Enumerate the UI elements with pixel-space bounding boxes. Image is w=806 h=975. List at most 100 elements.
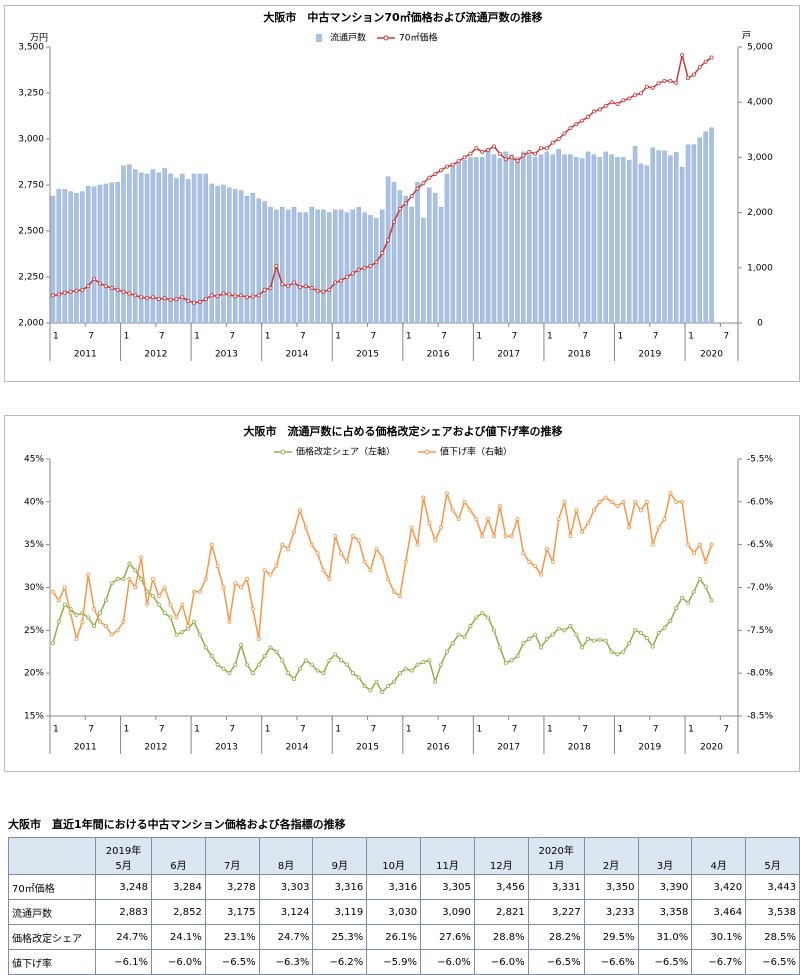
y2-tick-label: -8.5%: [747, 712, 774, 722]
marker: [568, 125, 573, 130]
month-header: 5月: [745, 837, 800, 875]
marker: [527, 559, 532, 564]
marker: [615, 652, 620, 657]
marker: [603, 103, 608, 108]
marker: [133, 568, 138, 573]
year-label: 2011: [74, 743, 97, 753]
marker: [521, 551, 526, 556]
marker: [292, 529, 297, 534]
y-tick-label: 2,000: [18, 319, 44, 329]
marker: [486, 516, 491, 521]
marker: [197, 632, 202, 637]
bar: [74, 193, 79, 324]
bar: [656, 150, 661, 324]
marker: [303, 525, 308, 530]
bar: [250, 193, 256, 324]
marker: [221, 585, 226, 590]
marker: [115, 628, 120, 633]
marker: [703, 59, 708, 64]
cell: 3,331: [527, 874, 585, 900]
bar: [127, 164, 132, 324]
marker: [180, 602, 185, 607]
marker: [391, 589, 396, 594]
bar: [462, 159, 467, 324]
bar: [538, 154, 544, 324]
marker: [544, 146, 549, 151]
cell: 3,456: [473, 874, 529, 900]
marker: [397, 671, 402, 676]
marker: [421, 660, 426, 665]
marker: [97, 281, 102, 286]
bar: [238, 190, 244, 324]
bar: [203, 173, 209, 324]
bar: [91, 186, 97, 324]
marker: [274, 564, 279, 569]
bar: [115, 182, 120, 324]
month-header: 2019年 5月: [95, 837, 152, 875]
marker: [233, 662, 238, 667]
table-row: 価格改定シェア 24.7% 24.1% 23.1% 24.7% 25.3% 26.1% 27.…: [8, 924, 800, 950]
marker: [415, 662, 420, 667]
bar: [197, 173, 203, 324]
bar: [315, 209, 320, 324]
cell: 24.1%: [151, 924, 206, 950]
year-label: 2018: [568, 743, 591, 753]
bar: [80, 191, 85, 324]
marker: [480, 611, 485, 616]
marker: [656, 630, 661, 635]
marker: [280, 282, 285, 287]
bar: [344, 212, 350, 324]
legend-label: 値下げ率（右軸）: [440, 446, 512, 458]
marker: [333, 534, 338, 539]
marker: [686, 542, 691, 547]
marker: [327, 287, 332, 292]
marker: [468, 624, 473, 629]
marker: [568, 534, 573, 539]
month-header: 12月: [473, 837, 529, 875]
bar: [403, 195, 409, 324]
cell: 3,420: [691, 874, 747, 900]
marker: [286, 284, 291, 289]
marker: [439, 525, 444, 530]
marker: [403, 201, 408, 206]
marker: [368, 688, 373, 693]
month-label: 10月: [382, 861, 406, 872]
month-header: 11月: [420, 837, 475, 875]
bar: [644, 165, 650, 324]
bar: [368, 215, 373, 324]
bar: [485, 148, 491, 324]
marker: [121, 576, 126, 581]
cell: −6.0%: [473, 949, 529, 975]
y-tick-label: 2,500: [18, 227, 44, 237]
marker: [550, 559, 555, 564]
marker: [586, 521, 591, 526]
cell: 3,278: [204, 874, 260, 900]
header-row: 2019年 5月 6月 7月 8月 9月 10月 11月 12月 2020年 1月 2月 3月 4月 5月: [8, 837, 800, 875]
year-header: 2020年: [538, 846, 574, 857]
marker: [627, 525, 632, 530]
chart-frame: [4, 415, 800, 772]
year-header: 2019年: [105, 846, 142, 857]
cell: 3,030: [366, 899, 422, 925]
row-label: 流通戸数: [8, 899, 96, 925]
marker: [403, 666, 408, 671]
marker: [574, 122, 579, 127]
bar: [638, 163, 644, 324]
marker: [409, 525, 414, 530]
bar: [262, 201, 267, 324]
x-tick-label: 7: [723, 332, 729, 342]
marker: [480, 534, 485, 539]
marker: [380, 690, 385, 695]
marker: [356, 675, 361, 680]
bar: [209, 183, 214, 324]
marker: [633, 628, 638, 633]
marker: [274, 263, 279, 268]
bar: [374, 217, 379, 324]
marker: [609, 649, 614, 654]
marker: [297, 508, 302, 513]
cell: 28.2%: [527, 924, 585, 950]
marker: [562, 499, 567, 504]
bar: [397, 190, 403, 324]
bar: [56, 189, 62, 324]
bar: [497, 158, 503, 324]
